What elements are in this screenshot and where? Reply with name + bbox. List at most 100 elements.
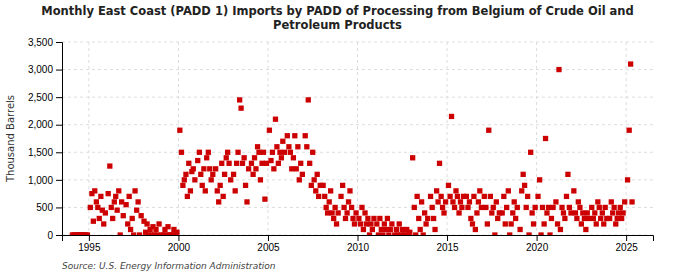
point: [222, 172, 227, 177]
point: [598, 216, 603, 221]
point: [217, 183, 222, 188]
point: [467, 199, 472, 204]
x-axis-tick-mark: [268, 235, 269, 241]
point: [85, 232, 90, 235]
x-axis-tick-label: 2000: [168, 242, 191, 253]
point: [628, 61, 633, 66]
point: [201, 166, 206, 171]
y-axis-tick-label: 1,000: [28, 175, 53, 186]
point: [231, 172, 236, 177]
point: [367, 232, 372, 235]
grid: [62, 42, 653, 235]
point: [620, 210, 625, 215]
point: [327, 199, 332, 204]
point: [144, 221, 149, 226]
point: [468, 216, 473, 221]
point: [362, 210, 367, 215]
point: [107, 163, 112, 168]
grid-line-x: [626, 42, 627, 235]
y-axis-tick-label: 3,000: [28, 64, 53, 75]
y-axis-tick-mark: [56, 152, 62, 153]
point: [216, 199, 221, 204]
point: [279, 155, 284, 160]
point: [97, 216, 102, 221]
y-axis-tick-mark: [56, 70, 62, 71]
x-axis-tick: 2005: [257, 235, 280, 253]
y-axis-tick-mark: [56, 207, 62, 208]
point: [506, 188, 511, 193]
point: [312, 177, 317, 182]
point: [430, 205, 435, 210]
y-axis-tick: 1,500: [28, 147, 62, 158]
point: [198, 172, 203, 177]
point: [414, 194, 419, 199]
y-axis-tick-label: 0: [47, 230, 53, 241]
point: [418, 227, 423, 232]
point: [438, 194, 443, 199]
point: [453, 188, 458, 193]
point: [134, 208, 139, 213]
point: [365, 216, 370, 221]
point: [276, 161, 281, 166]
point: [627, 128, 632, 133]
point: [103, 210, 108, 215]
point: [522, 183, 527, 188]
point: [485, 221, 490, 226]
point: [156, 221, 161, 226]
point: [388, 227, 393, 232]
point: [304, 144, 309, 149]
point: [139, 213, 144, 218]
x-axis-tick-mark: [89, 235, 90, 241]
point: [130, 216, 135, 221]
point: [432, 227, 437, 232]
point: [298, 161, 303, 166]
point: [271, 166, 276, 171]
point: [456, 210, 461, 215]
point: [555, 221, 560, 226]
point: [473, 227, 478, 232]
point: [371, 216, 376, 221]
point: [526, 232, 531, 235]
point: [489, 210, 494, 215]
point: [501, 194, 506, 199]
point: [206, 150, 211, 155]
point: [106, 191, 111, 196]
point: [382, 221, 387, 226]
point: [112, 199, 117, 204]
point: [307, 161, 312, 166]
point: [544, 210, 549, 215]
point: [244, 199, 249, 204]
x-axis-tick: 2015: [436, 235, 459, 253]
x-axis-tick-mark: [358, 235, 359, 241]
point: [322, 194, 327, 199]
point: [564, 194, 569, 199]
x-axis-tick: 2000: [168, 235, 191, 253]
y-axis-tick: 500: [36, 202, 62, 213]
point: [238, 106, 243, 111]
point: [246, 166, 251, 171]
point: [494, 199, 499, 204]
point: [561, 210, 566, 215]
point: [601, 221, 606, 226]
point: [310, 150, 315, 155]
point: [538, 232, 543, 235]
point: [549, 216, 554, 221]
point: [123, 202, 128, 207]
point: [280, 139, 285, 144]
y-axis-tick-label: 1,500: [28, 147, 53, 158]
point: [607, 216, 612, 221]
point: [213, 166, 218, 171]
point: [524, 205, 529, 210]
point: [188, 188, 193, 193]
x-axis-tick-mark: [178, 235, 179, 241]
point: [197, 150, 202, 155]
point: [504, 205, 509, 210]
point: [116, 188, 121, 193]
point: [618, 205, 623, 210]
point: [353, 210, 358, 215]
point: [510, 210, 515, 215]
y-axis-tick: 3,500: [28, 37, 62, 48]
point: [394, 227, 399, 232]
point: [559, 205, 564, 210]
point: [583, 227, 588, 232]
